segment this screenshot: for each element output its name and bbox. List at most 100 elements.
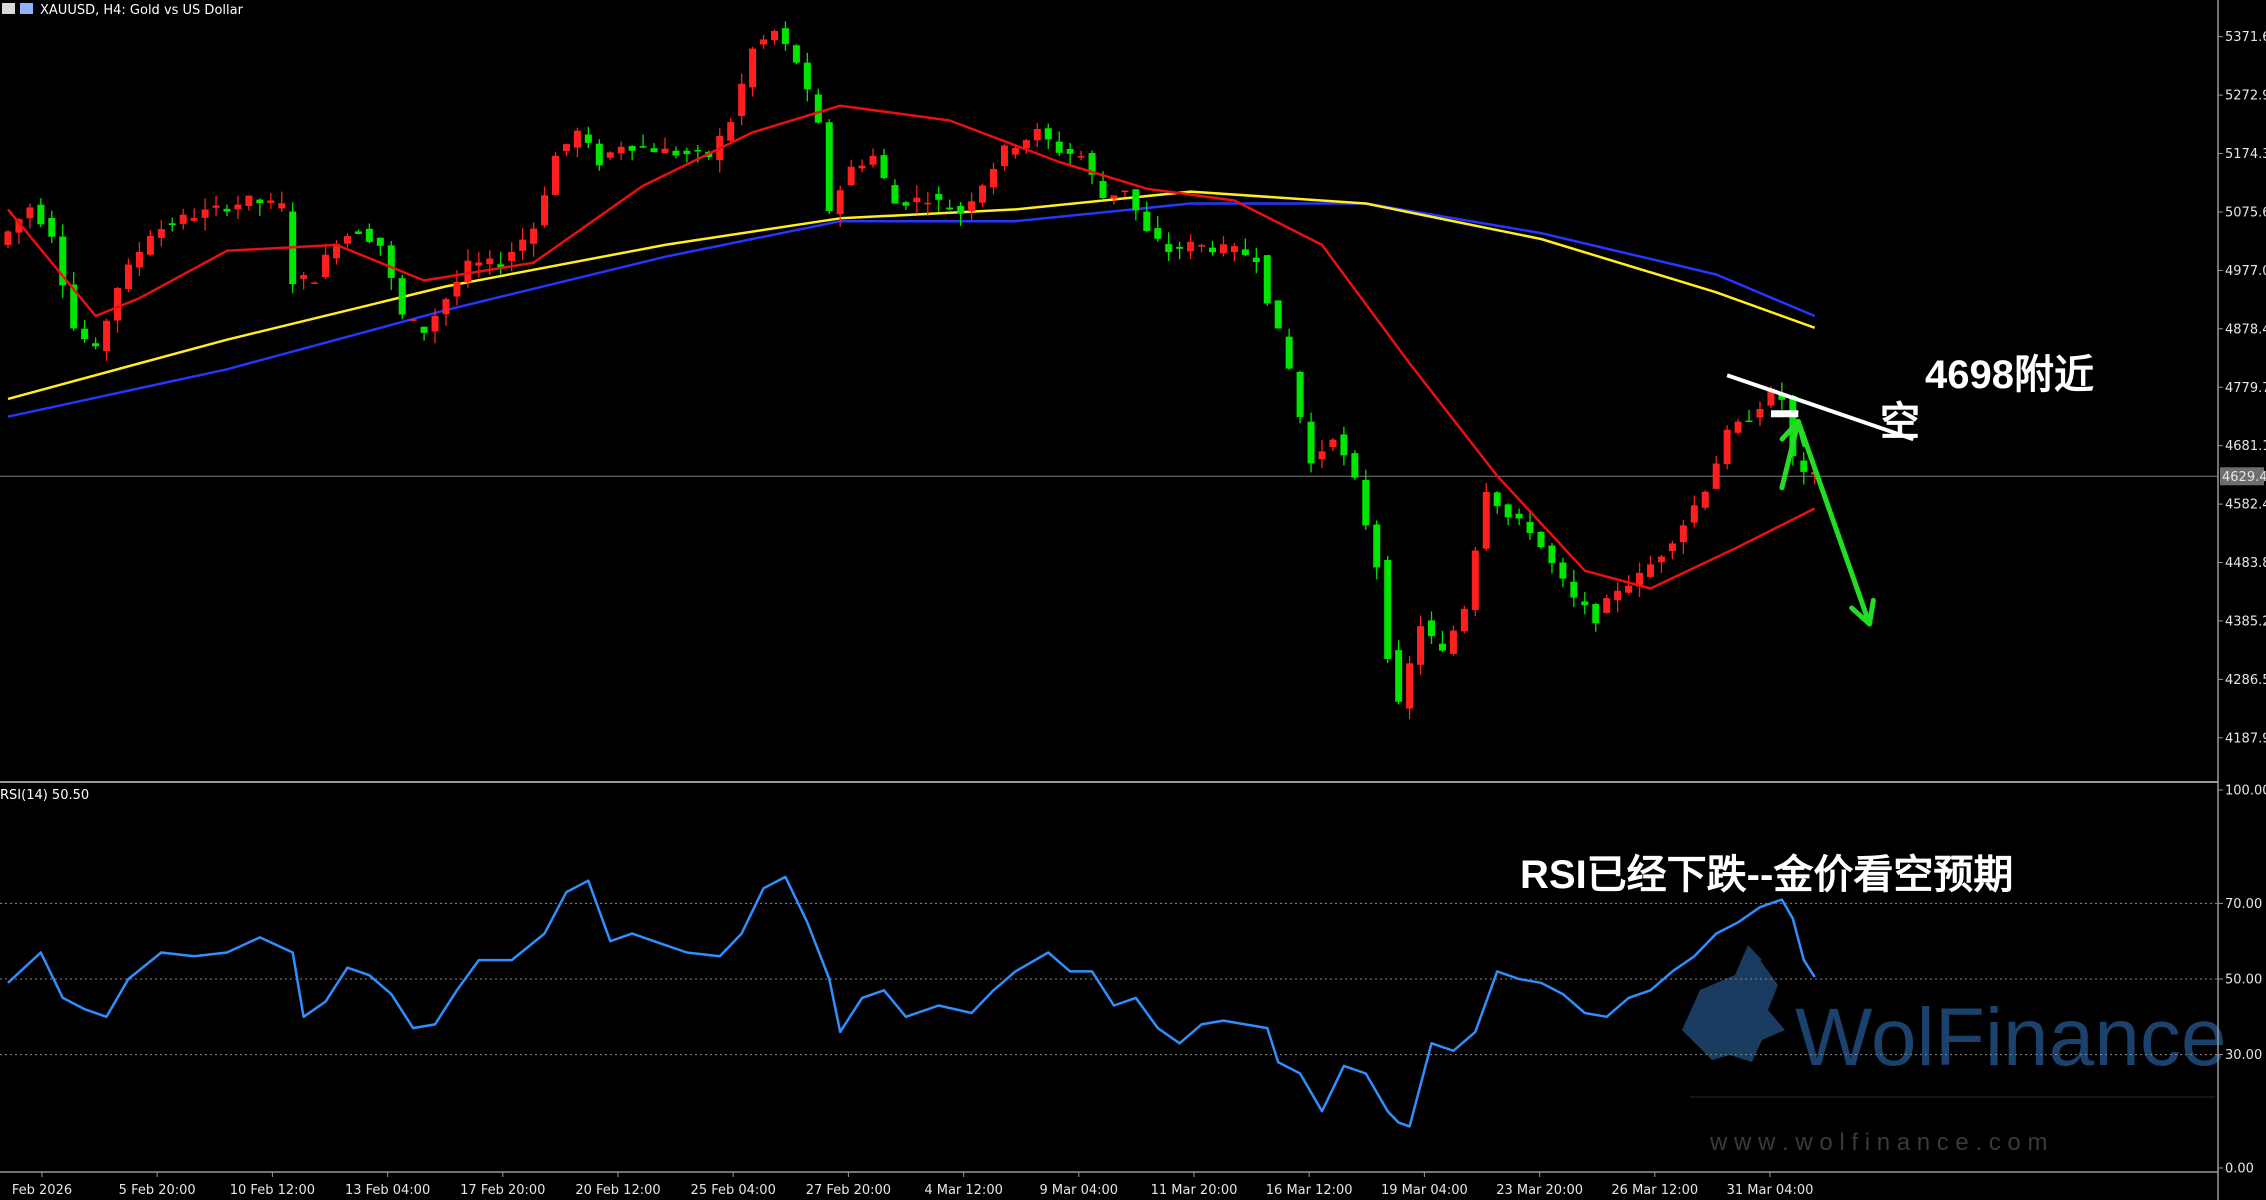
candle[interactable]: [1471, 546, 1479, 617]
candle[interactable]: [1000, 144, 1008, 171]
candle[interactable]: [661, 137, 669, 154]
candle[interactable]: [1176, 241, 1184, 260]
candle[interactable]: [1406, 656, 1414, 720]
candle[interactable]: [1428, 611, 1435, 644]
candle[interactable]: [924, 191, 932, 217]
candle[interactable]: [179, 208, 187, 230]
candle[interactable]: [902, 201, 910, 210]
candle[interactable]: [792, 44, 800, 65]
candle[interactable]: [431, 308, 439, 344]
candle[interactable]: [1417, 615, 1425, 675]
candle[interactable]: [1274, 300, 1282, 329]
candle[interactable]: [190, 208, 198, 223]
candle[interactable]: [814, 88, 822, 124]
candle[interactable]: [322, 243, 330, 280]
candle[interactable]: [168, 217, 176, 232]
candle[interactable]: [1614, 582, 1622, 613]
candle[interactable]: [70, 272, 78, 331]
candle[interactable]: [1154, 215, 1162, 242]
candle[interactable]: [1241, 238, 1249, 257]
candle[interactable]: [1504, 503, 1512, 526]
candle[interactable]: [1515, 508, 1523, 526]
candle[interactable]: [1701, 490, 1709, 511]
candle[interactable]: [1526, 510, 1534, 540]
candle[interactable]: [4, 229, 12, 249]
candle[interactable]: [1187, 234, 1195, 260]
candle[interactable]: [858, 159, 866, 173]
candle[interactable]: [114, 286, 121, 333]
candle[interactable]: [223, 204, 231, 217]
candle[interactable]: [442, 297, 450, 326]
candle[interactable]: [1165, 232, 1173, 262]
candle[interactable]: [1690, 495, 1698, 528]
candle[interactable]: [278, 191, 286, 212]
candle[interactable]: [530, 222, 538, 257]
candle[interactable]: [1734, 418, 1742, 435]
candle[interactable]: [59, 224, 67, 298]
candle[interactable]: [1679, 519, 1687, 554]
candle[interactable]: [738, 73, 746, 126]
candle[interactable]: [836, 185, 844, 227]
candle[interactable]: [1756, 401, 1764, 426]
candle[interactable]: [1723, 425, 1731, 470]
candle[interactable]: [420, 326, 428, 341]
candle[interactable]: [1657, 554, 1665, 573]
candle[interactable]: [1252, 247, 1260, 274]
candle[interactable]: [212, 195, 220, 217]
candle[interactable]: [979, 183, 987, 207]
candle[interactable]: [946, 199, 954, 211]
candle[interactable]: [1581, 591, 1589, 615]
candle[interactable]: [464, 249, 472, 288]
candle[interactable]: [37, 198, 45, 228]
candle[interactable]: [760, 35, 768, 49]
candle[interactable]: [1460, 605, 1468, 634]
candle[interactable]: [1438, 630, 1446, 653]
candle[interactable]: [1493, 491, 1501, 514]
candle[interactable]: [1219, 236, 1227, 257]
candle[interactable]: [1088, 150, 1096, 185]
candle[interactable]: [1296, 370, 1304, 424]
candle[interactable]: [1800, 452, 1808, 485]
candle[interactable]: [1625, 575, 1633, 595]
resistance-trendline[interactable]: [1726, 373, 1914, 442]
candle[interactable]: [48, 210, 56, 244]
candle[interactable]: [541, 186, 549, 228]
candle[interactable]: [990, 162, 997, 195]
candle[interactable]: [497, 251, 505, 275]
candle[interactable]: [1307, 412, 1315, 473]
candle[interactable]: [606, 151, 614, 160]
candle[interactable]: [1351, 450, 1359, 480]
candle[interactable]: [1055, 131, 1063, 157]
candle[interactable]: [409, 318, 417, 322]
candle[interactable]: [1230, 242, 1238, 262]
down-arrow[interactable]: [1795, 418, 1876, 627]
candle[interactable]: [387, 241, 395, 291]
candle[interactable]: [1318, 439, 1326, 468]
candle[interactable]: [234, 195, 242, 220]
candle[interactable]: [803, 52, 811, 102]
candle[interactable]: [1132, 189, 1140, 221]
candle[interactable]: [1745, 409, 1753, 423]
candle[interactable]: [584, 126, 592, 148]
candle[interactable]: [300, 272, 308, 290]
candle[interactable]: [365, 223, 373, 244]
candle[interactable]: [1559, 557, 1567, 588]
candle[interactable]: [1537, 531, 1545, 549]
candle[interactable]: [81, 319, 89, 343]
candle[interactable]: [1077, 150, 1085, 161]
candle[interactable]: [1373, 520, 1381, 580]
candle[interactable]: [595, 139, 603, 171]
candle[interactable]: [1066, 142, 1074, 166]
candle[interactable]: [650, 143, 658, 153]
candle[interactable]: [573, 127, 581, 158]
candle[interactable]: [968, 192, 976, 221]
candle[interactable]: [1482, 483, 1490, 552]
candle[interactable]: [1603, 594, 1611, 614]
candle[interactable]: [913, 185, 921, 214]
candle[interactable]: [398, 274, 406, 320]
rsi-plot[interactable]: [0, 875, 2218, 1128]
candle[interactable]: [1548, 543, 1556, 574]
candle[interactable]: [825, 119, 833, 215]
candle[interactable]: [1647, 555, 1654, 579]
candle[interactable]: [1022, 138, 1030, 154]
